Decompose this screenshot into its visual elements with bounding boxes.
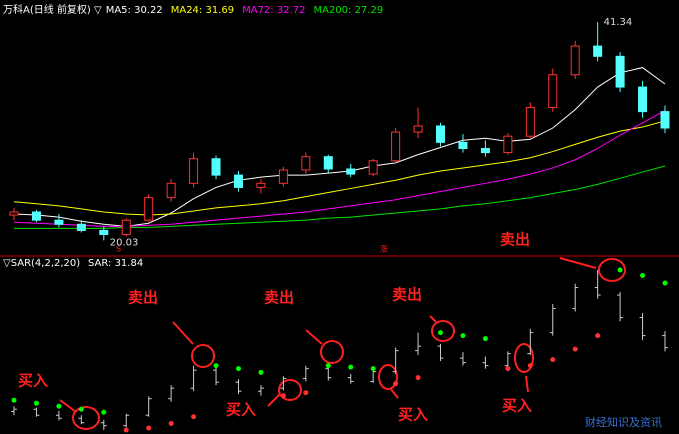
- sar-dot: [482, 336, 488, 342]
- candle-body: [54, 219, 64, 225]
- candle-body: [211, 158, 221, 176]
- legend-entry: MA5: 30.22: [106, 5, 163, 16]
- sar-dot: [213, 363, 219, 369]
- sar-dot: [280, 393, 286, 399]
- legend-entry: MA200: 27.29: [313, 5, 383, 16]
- sar-dot: [415, 375, 421, 381]
- indicator-title: ▽SAR(4,2,2,20): [3, 258, 80, 269]
- sar-dot: [348, 364, 354, 370]
- candle-body: [525, 107, 535, 137]
- candle-body: [458, 141, 468, 149]
- candle-body: [548, 74, 558, 109]
- sar-dot: [191, 414, 197, 420]
- annotation: 卖出: [128, 289, 158, 307]
- sar-dot: [640, 273, 646, 279]
- sar-dot: [460, 333, 466, 339]
- candle-body: [99, 229, 109, 236]
- sar-dot: [33, 400, 39, 406]
- sar-dot: [393, 381, 399, 387]
- annotation: S: [116, 245, 121, 254]
- candle-body: [121, 219, 131, 236]
- candle-body: [166, 182, 176, 199]
- sar-dot: [235, 366, 241, 372]
- high-label: 41.34: [604, 17, 633, 28]
- sar-dot: [505, 366, 511, 372]
- sar-dot: [617, 267, 623, 273]
- candle-body: [436, 125, 446, 143]
- candle-body: [593, 45, 603, 57]
- highlights: [59, 257, 626, 430]
- sar-dot: [527, 363, 533, 369]
- ma-line: [13, 120, 666, 216]
- sar-dot: [303, 390, 309, 396]
- sar-dot: [662, 280, 668, 286]
- sar-dot: [78, 406, 84, 412]
- sar-dot: [168, 420, 174, 426]
- candle-body: [256, 182, 266, 188]
- candle-body: [144, 197, 154, 221]
- candle-body: [76, 223, 86, 231]
- annotation: 涨: [380, 244, 388, 254]
- candle-body: [31, 211, 41, 221]
- sar-dot: [370, 366, 376, 372]
- candle-body: [638, 86, 648, 113]
- candle-body: [323, 156, 333, 170]
- candle-body: [570, 45, 580, 76]
- legend-entry: MA72: 32.72: [242, 5, 305, 16]
- annotation: 买入: [502, 397, 532, 415]
- sar-dot: [325, 363, 331, 369]
- annotation: 卖出: [264, 289, 294, 307]
- candle-body: [368, 160, 378, 175]
- candle-body: [9, 211, 19, 216]
- low-label: 20.03: [110, 237, 139, 248]
- legend-entry: MA24: 31.69: [171, 5, 234, 16]
- watermark: 财经知识及资讯: [585, 415, 662, 429]
- sar-dot: [438, 330, 444, 336]
- sar-dot: [101, 409, 107, 415]
- candle-body: [615, 55, 625, 88]
- candle-body: [278, 169, 288, 184]
- annotation: 卖出: [392, 286, 422, 304]
- candle-body: [233, 174, 243, 188]
- annotation: 买入: [398, 406, 428, 424]
- candle-body: [189, 158, 199, 184]
- sar-dot: [572, 346, 578, 352]
- candle-body: [480, 147, 490, 154]
- sar-dot: [550, 357, 556, 363]
- candle-body: [391, 131, 401, 162]
- sar-dot: [56, 403, 62, 409]
- sar-dot: [11, 397, 17, 403]
- annotation: 买入: [226, 401, 256, 419]
- chart-title: 万科A(日线 前复权) ▽: [3, 3, 102, 16]
- candle-body: [346, 168, 356, 175]
- sar-dot: [146, 425, 152, 431]
- candle-body: [660, 111, 670, 129]
- candle-body: [413, 125, 423, 133]
- candle-body: [503, 135, 513, 154]
- sar-dot: [595, 333, 601, 339]
- sar-dot: [123, 427, 129, 433]
- annotation: 买入: [18, 372, 48, 390]
- candle-body: [301, 156, 311, 171]
- indicator-value: SAR: 31.84: [88, 258, 143, 269]
- sar-dot: [258, 369, 264, 375]
- annotation: 卖出: [500, 231, 530, 249]
